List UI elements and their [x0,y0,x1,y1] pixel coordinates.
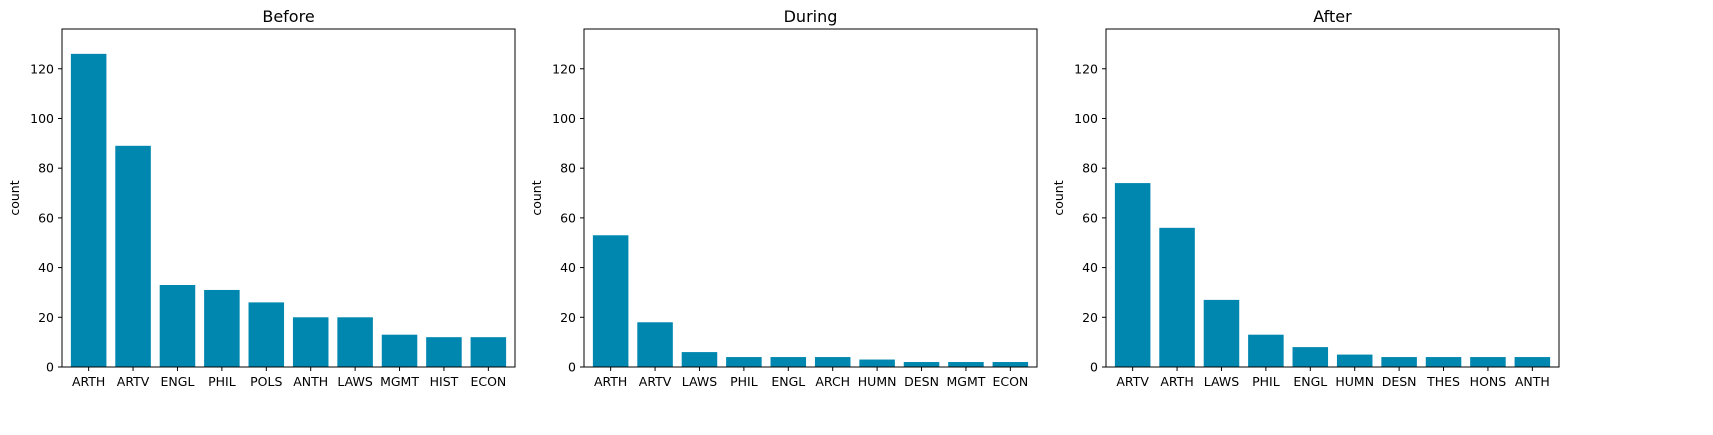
x-tick-label: HUMN [858,374,897,389]
y-tick-label: 100 [1074,111,1098,126]
y-tick-label: 60 [38,210,54,225]
y-tick-label: 20 [1082,310,1098,325]
x-tick-label: ARTH [72,374,105,389]
x-tick-label: ANTH [293,374,328,389]
x-tick-label: HONS [1470,374,1507,389]
x-tick-label: THES [1426,374,1460,389]
y-tick-label: 120 [30,61,54,76]
x-tick-label: LAWS [1204,374,1239,389]
y-axis-label: count [529,180,544,215]
bar-laws [1203,299,1240,367]
bar-anth [1514,357,1551,367]
y-axis-label: count [7,180,22,215]
y-tick-label: 100 [552,111,576,126]
bar-hist [426,337,462,367]
bar-desn [903,362,940,367]
bar-anth [292,317,329,367]
bar-mgmt [381,334,418,367]
chart-title: After [1313,7,1352,26]
y-tick-label: 120 [1074,61,1098,76]
bar-hons [1470,357,1506,367]
x-tick-label: ARTH [1160,374,1193,389]
x-tick-label: ARCH [815,374,850,389]
bar-phil [1248,334,1284,367]
plot-frame [1105,28,1560,368]
x-tick-label: HIST [430,374,459,389]
x-tick-label: ARTV [639,374,672,389]
x-tick-label: PHIL [1252,374,1280,389]
y-tick-label: 20 [560,310,576,325]
y-tick-label: 20 [38,310,54,325]
x-tick-label: LAWS [682,374,717,389]
x-tick-label: DESN [1382,374,1417,389]
y-tick-label: 0 [568,360,576,375]
bar-engl [159,284,196,367]
x-tick-label: ECON [470,374,506,389]
bar-laws [681,352,718,367]
bar-phil [726,357,762,367]
bar-arth [70,53,107,368]
x-tick-label: ANTH [1515,374,1550,389]
y-tick-label: 0 [46,360,54,375]
bar-econ [992,362,1029,367]
x-tick-label: ENGL [161,374,195,389]
y-tick-label: 80 [1082,161,1098,176]
x-tick-label: PHIL [208,374,236,389]
y-tick-label: 40 [38,260,54,275]
bar-mgmt [948,362,984,367]
x-tick-label: DESN [904,374,939,389]
plot-frame [61,28,516,368]
y-tick-label: 80 [38,161,54,176]
x-tick-label: ARTV [1116,374,1149,389]
bar-artv [637,322,673,367]
x-tick-label: PHIL [730,374,758,389]
y-tick-label: 40 [1082,260,1098,275]
plot-frame [583,28,1038,368]
x-tick-label: ENGL [771,374,805,389]
bar-engl [1292,347,1329,367]
x-tick-label: ARTH [594,374,627,389]
chart-panel-during: During ARTH ARTV LAWS PHIL ENGL ARCH HUMN DESN MG… [529,7,1038,389]
bar-engl [770,357,807,367]
x-tick-label: ENGL [1293,374,1327,389]
bar-econ [470,337,507,367]
bar-artv [1114,183,1151,367]
chart-title: Before [262,7,314,26]
y-tick-label: 40 [560,260,576,275]
chart-panel-after: After ARTV ARTH LAWS PHIL ENGL HUMN DESN THES HON… [1051,7,1560,389]
bar-thes [1425,357,1462,367]
y-tick-label: 60 [560,210,576,225]
x-tick-label: MGMT [946,374,985,389]
bar-arth [1159,227,1195,367]
y-axis-label: count [1051,180,1066,215]
x-tick-label: HUMN [1335,374,1374,389]
y-tick-label: 100 [30,111,54,126]
bar-desn [1381,357,1417,367]
bar-artv [115,145,151,367]
x-tick-label: MGMT [380,374,419,389]
y-tick-label: 80 [560,161,576,176]
y-tick-label: 0 [1090,360,1098,375]
x-tick-label: LAWS [337,374,372,389]
x-tick-label: ECON [992,374,1028,389]
chart-title: During [784,7,838,26]
bar-arch [814,357,851,367]
bar-humn [1336,354,1373,367]
y-tick-label: 120 [552,61,576,76]
bar-humn [859,359,895,367]
chart-panel-before: Before ARTH ARTV ENGL PHIL POLS ANTH LAWS MGMT HI… [7,7,516,389]
bar-phil [204,289,240,367]
y-tick-label: 60 [1082,210,1098,225]
bar-laws [337,317,373,367]
bar-arth [592,235,629,367]
x-tick-label: POLS [250,374,282,389]
bar-pols [248,302,285,367]
x-tick-label: ARTV [117,374,150,389]
